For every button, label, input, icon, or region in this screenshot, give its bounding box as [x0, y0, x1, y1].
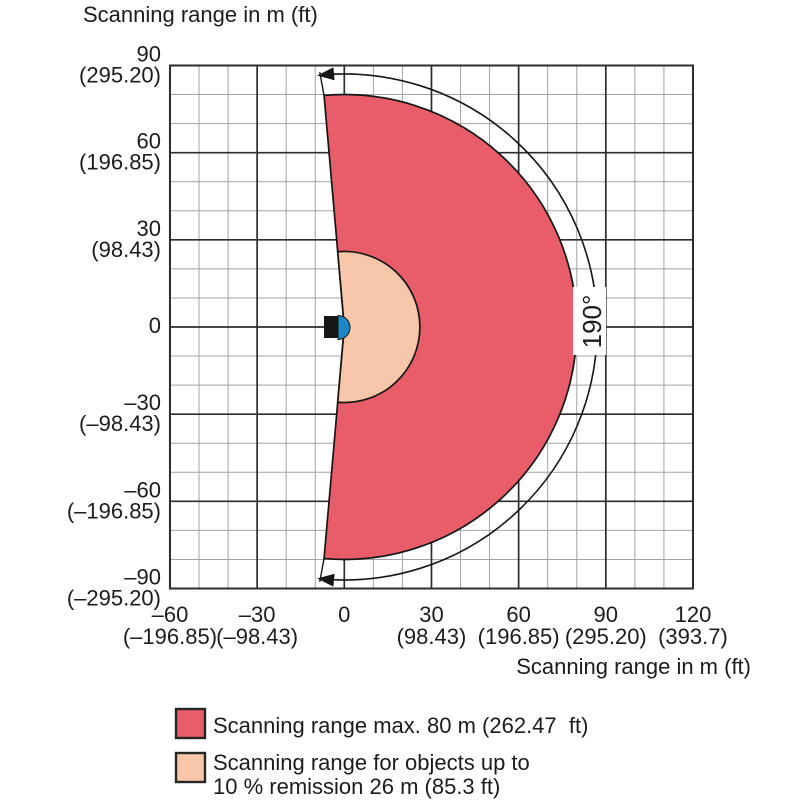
arrowhead-top-icon — [317, 67, 335, 81]
legend-label-max-range: Scanning range max. 80 m (262.47 ft) — [213, 713, 588, 738]
arrowhead-bottom-icon — [317, 573, 335, 587]
y-tick-label-ft: (–295.20) — [67, 586, 161, 611]
legend-label-remission-line1: Scanning range for objects up to — [213, 750, 530, 775]
x-tick-label-ft: (295.20) — [565, 624, 647, 649]
x-tick-label-ft: (196.85) — [478, 624, 560, 649]
y-tick-label-m: 90 — [137, 41, 161, 66]
x-tick-label-m: –60 — [152, 602, 189, 627]
y-tick-label-m: –90 — [124, 565, 161, 590]
sensor-scanner-dome-icon — [337, 314, 351, 341]
y-tick-label-ft: (196.85) — [79, 150, 161, 175]
x-tick-label-ft: (98.43) — [397, 624, 467, 649]
y-tick-label-m: 30 — [137, 216, 161, 241]
y-axis-tick-labels: 90(295.20) 60(196.85) 30(98.43) 0 –30(–98.43… — [67, 41, 161, 610]
axis-title-bottom: Scanning range in m (ft) — [516, 654, 751, 679]
x-tick-label-m: 60 — [506, 602, 530, 627]
y-tick-label-m: –60 — [124, 477, 161, 502]
y-tick-label-ft: (–98.43) — [79, 411, 161, 436]
y-tick-label-ft: (–196.85) — [67, 498, 161, 523]
axis-title-top: Scanning range in m (ft) — [83, 2, 318, 27]
x-tick-label-ft: (–98.43) — [216, 624, 298, 649]
scan-sectors — [323, 93, 578, 561]
angle-label-background — [573, 287, 606, 355]
x-tick-label-m: 30 — [419, 602, 443, 627]
x-tick-label-m: –30 — [239, 602, 276, 627]
y-tick-label-ft: (295.20) — [79, 62, 161, 87]
inner-scan-sector — [336, 250, 421, 404]
sensor-body — [324, 316, 338, 338]
x-tick-label-m: 120 — [675, 602, 712, 627]
x-tick-label-ft: (393.7) — [658, 624, 728, 649]
legend-label-remission-line2: 10 % remission 26 m (85.3 ft) — [213, 774, 500, 799]
legend: Scanning range max. 80 m (262.47 ft) Sca… — [174, 707, 588, 799]
legend-swatch-max-range — [174, 707, 207, 740]
x-tick-label-ft: (–196.85) — [123, 624, 217, 649]
y-tick-label-m: 60 — [137, 129, 161, 154]
y-tick-label-ft: (98.43) — [91, 237, 161, 262]
x-tick-label-m: 90 — [594, 602, 618, 627]
y-tick-label-m: 0 — [149, 313, 161, 338]
legend-swatch-remission-range — [174, 751, 207, 784]
angle-label: 190° — [577, 295, 607, 349]
x-tick-label-m: 0 — [338, 602, 350, 627]
sensor — [324, 314, 351, 341]
plot-border — [168, 64, 694, 590]
y-tick-label-m: –30 — [124, 390, 161, 415]
x-axis-tick-labels: –60(–196.85) –30(–98.43) 0 30(98.43) 60(196.… — [123, 602, 728, 649]
